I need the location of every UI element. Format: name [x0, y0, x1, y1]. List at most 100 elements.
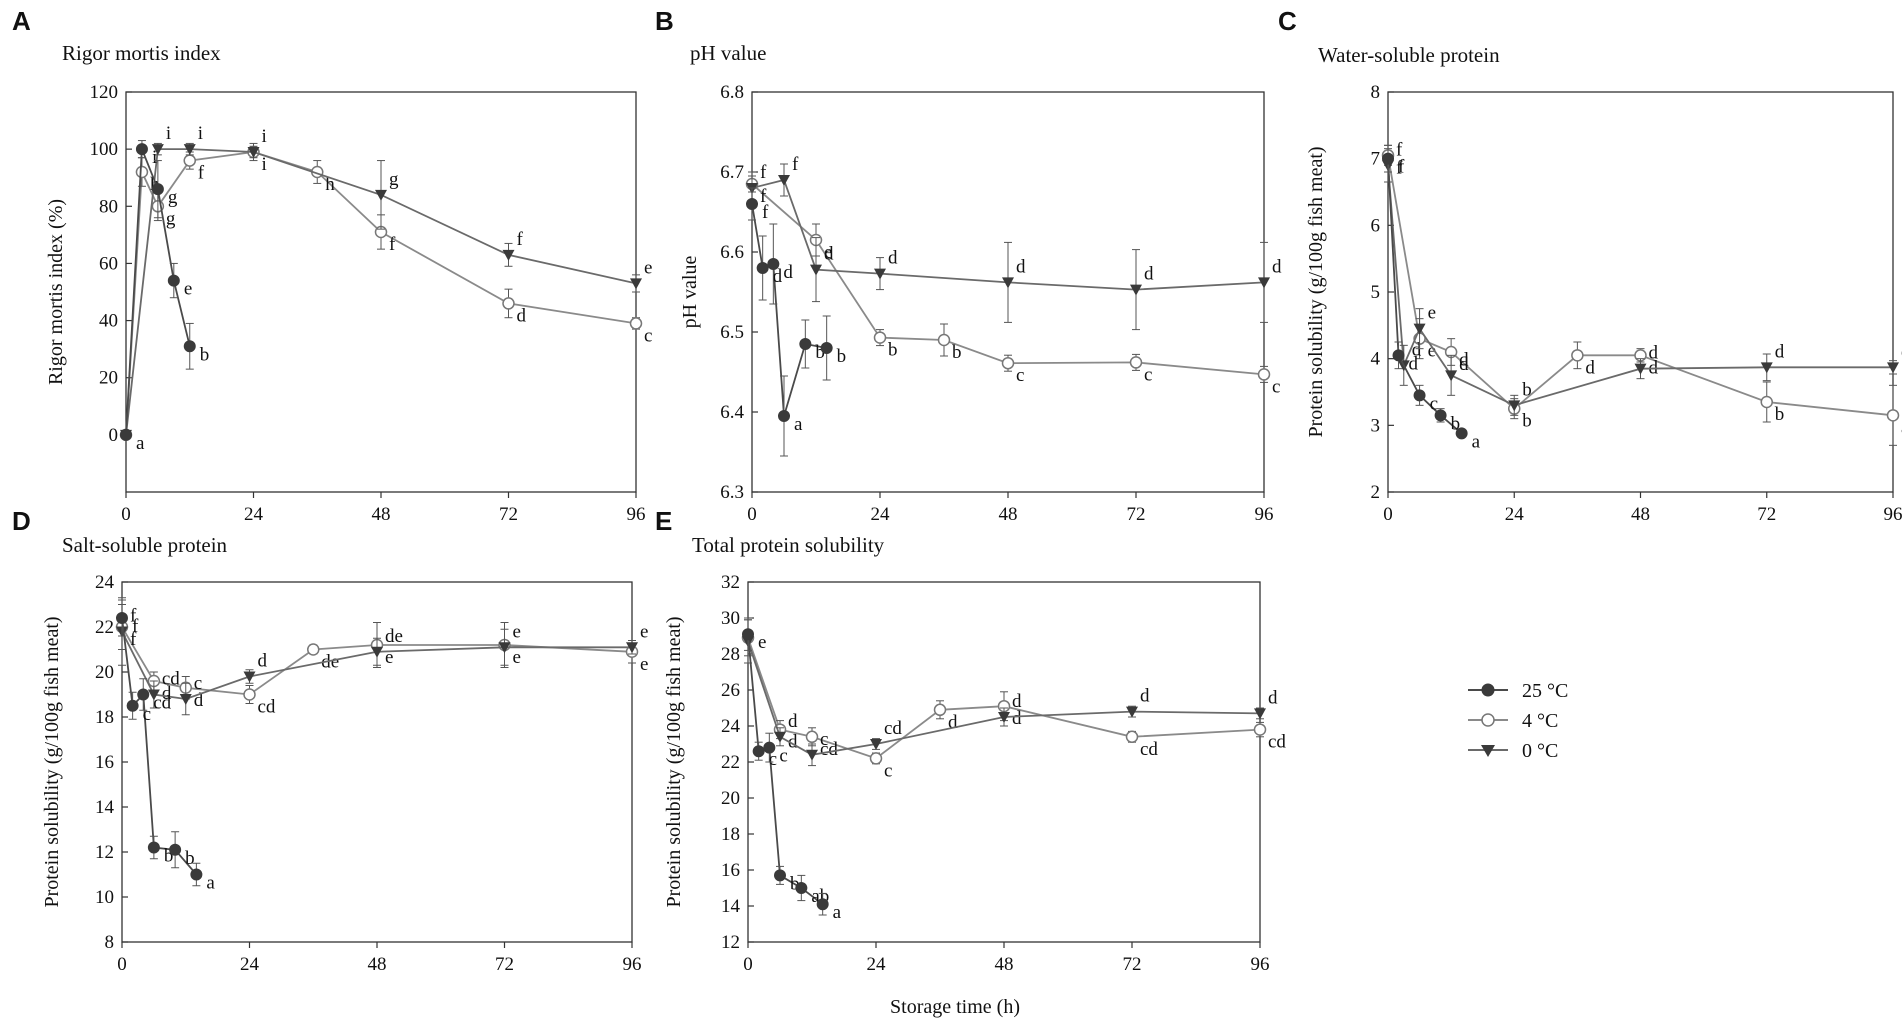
panel-b-ytick-label: 6.8: [720, 82, 744, 103]
legend: 25 °C 4 °C 0 °C: [1468, 680, 1568, 762]
panel-d-point-0c: [371, 646, 383, 658]
panel-d-sig-label-t0: d: [258, 651, 268, 672]
panel-b-sig-label-t25: b: [837, 346, 847, 367]
panel-d-xtick-label: 96: [623, 954, 642, 975]
panel-d-sig-label-t25: f: [132, 616, 139, 637]
panel-a-sig-label-t4: c: [644, 325, 652, 346]
panel-b-point-25c: [799, 338, 812, 350]
panel-d-point-4c: [243, 688, 256, 701]
panel-a-sig-label-t25: b: [200, 344, 210, 365]
panel-e-sig-label-t4: d: [788, 732, 798, 753]
legend-marker-4c: [1481, 713, 1495, 727]
panel-e-ytick-label: 18: [721, 824, 740, 845]
panel-c-point-4c: [1571, 349, 1584, 362]
panel-c-sig-label-t25: b: [1451, 413, 1461, 434]
panel-e-point-0c: [1254, 708, 1266, 720]
panel-e-ytick-label: 32: [721, 572, 740, 593]
panel-e-sig-label-t25: e: [758, 632, 766, 653]
panel-b-y-axis-label: pH value: [679, 256, 701, 329]
panel-e-sig-label-t4: cd: [820, 739, 838, 760]
panel-e-sig-label-t4: cd: [1140, 739, 1158, 760]
panel-e-ytick-label: 14: [721, 896, 741, 917]
panel-c-point-0c: [1445, 370, 1458, 382]
panel-e-xtick-label: 96: [1251, 954, 1270, 975]
panel-d-point-25c: [190, 868, 203, 881]
panel-e-ytick-label: 16: [721, 860, 740, 881]
panel-c-point-25c: [1413, 389, 1426, 402]
panel-b-point-0c: [1258, 277, 1270, 289]
panel-d-point-0c: [498, 642, 511, 654]
panel-d-series-line-t25: [121, 617, 198, 876]
panel-d-sig-label-t4: e: [640, 654, 648, 675]
panel-a-point-4c: [502, 297, 515, 310]
panel-c-ytick-label: 3: [1371, 415, 1381, 436]
panel-letter-a: A: [12, 6, 31, 36]
panel-e-point-25c: [774, 869, 786, 882]
panel-c-sig-label-t4: b: [1775, 404, 1785, 425]
panel-c-sig-label-t4: d: [1585, 357, 1595, 378]
panel-c-point-25c: [1382, 152, 1394, 165]
panel-d-sig-label-t4: d: [162, 683, 172, 704]
panel-e-point-0c: [806, 749, 818, 761]
panel-a-y-axis-label: Rigor mortis index (%): [45, 199, 67, 385]
panel-b-xtick-label: 24: [871, 504, 891, 525]
panel-a-sig-label-t0: g: [389, 169, 399, 190]
panel-a-sig-label-t25: i: [152, 147, 157, 168]
panel-b-sig-label-t0: f: [760, 162, 767, 183]
panel-a-point-4c: [135, 165, 149, 179]
panel-d-sig-label-t4: e: [385, 647, 393, 668]
panel-e-sig-label-t4: d: [1012, 708, 1022, 729]
panel-b-xtick-label: 96: [1255, 504, 1274, 525]
panel-d-sig-label-t25: cd: [153, 693, 171, 714]
panel-b-sig-label-t25: d: [773, 266, 783, 287]
panel-b-ph-value: B pH value 6.3 6.4 6.5 6.6 6.7 6.8 0 24 48 72 96 pH…: [655, 6, 1282, 525]
panel-c-point-0c: [1508, 400, 1521, 412]
panel-e-sig-label-t25: c: [779, 746, 787, 767]
panel-e-ytick-label: 26: [721, 680, 740, 701]
panel-e-sig-label-t4: cd: [1268, 732, 1286, 753]
panel-d-point-0c: [147, 689, 160, 701]
panel-b-point-25c: [778, 410, 790, 422]
panel-a-rigor-mortis: A Rigor mortis index 0 20 40 60 80 100 120 0 24 4…: [12, 6, 652, 525]
panel-c-xtick-label: 72: [1757, 504, 1776, 525]
panel-b-ytick-label: 6.5: [720, 322, 744, 343]
panel-b-sig-label-t0: d: [1272, 256, 1282, 277]
panel-e-ytick-label: 12: [721, 932, 740, 953]
panel-e-sig-label-t0: c: [820, 729, 828, 750]
panel-b-point-0c: [874, 268, 886, 280]
panel-a-sig-label-t0: i: [262, 126, 267, 147]
panel-b-ytick-label: 6.3: [720, 482, 744, 503]
panel-e-sig-label-t4: c: [884, 760, 892, 781]
panel-e-ytick-label: 20: [721, 788, 740, 809]
panel-d-xtick-label: 72: [495, 954, 514, 975]
panel-c-sig-label-t0: b: [1522, 379, 1532, 400]
panel-b-point-0c: [810, 264, 822, 276]
panel-a-point-0c: [375, 189, 387, 201]
panel-a-point-25c: [183, 340, 196, 353]
panel-b-sig-label-t4: e: [824, 242, 832, 263]
panel-c-sig-label-t25: f: [1398, 157, 1405, 178]
panel-e-point-4c: [1253, 723, 1267, 736]
panel-a-point-25c: [120, 428, 132, 441]
panel-a-sig-label-t0: e: [644, 257, 652, 278]
panel-e-ytick-label: 22: [721, 752, 740, 773]
panel-d-ytick-label: 22: [95, 617, 114, 638]
panel-b-point-25c: [767, 258, 780, 270]
panel-b-sig-label-t0: d: [1016, 256, 1026, 277]
panel-d-sig-label-t4: e: [513, 647, 521, 668]
panel-d-ytick-label: 18: [95, 707, 114, 728]
panel-a-ytick-label: 60: [99, 253, 118, 274]
panel-a-sig-label-t4: f: [389, 234, 396, 255]
panel-e-point-4c: [805, 730, 819, 744]
panel-c-sig-label-t25: d: [1409, 353, 1419, 374]
panel-a-point-0c: [247, 147, 260, 158]
legend-marker-0c: [1481, 745, 1495, 757]
panel-c-xtick-label: 48: [1631, 504, 1650, 525]
panel-a-sig-label-t4: d: [517, 305, 527, 326]
panel-e-sig-label-t0: d: [1140, 686, 1150, 707]
panel-a-sig-label-t4: f: [198, 163, 205, 184]
panel-e-xtick-label: 24: [867, 954, 887, 975]
panel-a-xtick-label: 72: [499, 504, 518, 525]
panel-d-ytick-label: 20: [95, 662, 114, 683]
panel-e-point-0c: [774, 731, 786, 743]
